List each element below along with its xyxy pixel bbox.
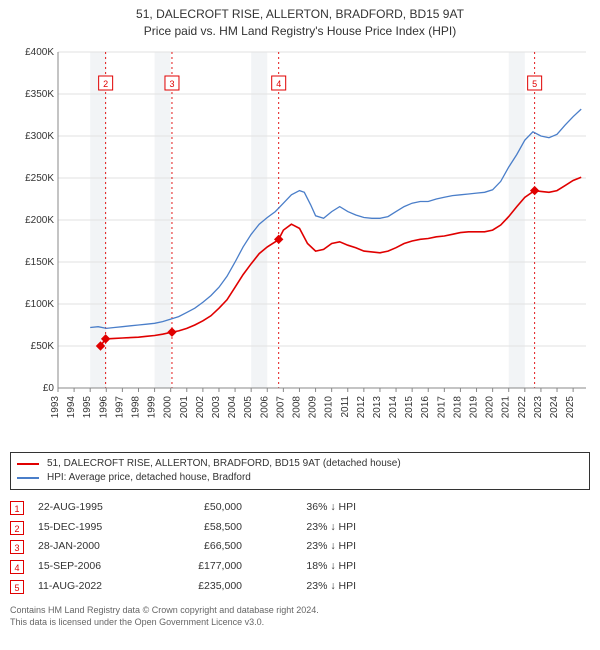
legend-label: 51, DALECROFT RISE, ALLERTON, BRADFORD, …	[47, 457, 401, 471]
y-tick-label: £100K	[25, 299, 54, 310]
y-tick-label: £0	[43, 383, 55, 394]
sale-date: 22-AUG-1995	[38, 498, 138, 518]
x-tick-label: 1999	[147, 395, 158, 418]
x-tick-label: 2019	[469, 395, 480, 418]
x-tick-label: 2008	[291, 395, 302, 418]
x-tick-label: 2015	[404, 395, 415, 418]
x-tick-label: 1998	[130, 395, 141, 418]
sale-price: £66,500	[152, 537, 242, 557]
legend-row: HPI: Average price, detached house, Brad…	[17, 471, 583, 485]
legend-swatch-icon	[17, 463, 39, 465]
sale-price: £177,000	[152, 557, 242, 577]
x-tick-label: 2002	[195, 395, 206, 418]
x-tick-label: 2023	[533, 395, 544, 418]
sale-row: 2 15-DEC-1995 £58,500 23% ↓ HPI	[10, 518, 590, 538]
legend-label: HPI: Average price, detached house, Brad…	[47, 471, 251, 485]
sale-row: 3 28-JAN-2000 £66,500 23% ↓ HPI	[10, 537, 590, 557]
sale-marker-number: 5	[532, 79, 537, 89]
footer-attribution: Contains HM Land Registry data © Crown c…	[10, 605, 590, 628]
sale-vs-hpi: 23% ↓ HPI	[256, 537, 356, 557]
sale-marker-number: 3	[169, 79, 174, 89]
y-tick-label: £50K	[31, 341, 55, 352]
sale-date: 15-SEP-2006	[38, 557, 138, 577]
sale-index-box: 3	[10, 540, 24, 554]
sale-row: 4 15-SEP-2006 £177,000 18% ↓ HPI	[10, 557, 590, 577]
y-tick-label: £400K	[25, 47, 54, 58]
sale-vs-hpi: 23% ↓ HPI	[256, 518, 356, 538]
x-tick-label: 2011	[340, 395, 351, 417]
x-tick-label: 2010	[324, 395, 335, 418]
x-tick-label: 2013	[372, 395, 383, 418]
sale-price: £58,500	[152, 518, 242, 538]
sale-price: £50,000	[152, 498, 242, 518]
legend-swatch-icon	[17, 477, 39, 479]
x-tick-label: 2014	[388, 395, 399, 418]
sale-price: £235,000	[152, 577, 242, 597]
x-tick-label: 2025	[565, 395, 576, 418]
sale-index-box: 4	[10, 560, 24, 574]
y-tick-label: £300K	[25, 131, 54, 142]
x-tick-label: 1995	[82, 395, 93, 418]
sale-date: 15-DEC-1995	[38, 518, 138, 538]
x-tick-label: 2020	[485, 395, 496, 418]
x-tick-label: 2007	[275, 395, 286, 418]
y-tick-label: £150K	[25, 257, 54, 268]
sale-marker-number: 2	[103, 79, 108, 89]
x-tick-label: 2003	[211, 395, 222, 418]
x-tick-label: 2004	[227, 395, 238, 418]
x-tick-label: 1993	[50, 395, 61, 418]
x-tick-label: 1997	[114, 395, 125, 418]
sale-date: 28-JAN-2000	[38, 537, 138, 557]
x-tick-label: 2012	[356, 395, 367, 418]
x-tick-label: 2021	[501, 395, 512, 418]
title-line-2: Price paid vs. HM Land Registry's House …	[0, 23, 600, 40]
x-tick-label: 2005	[243, 395, 254, 418]
y-tick-label: £200K	[25, 215, 54, 226]
x-tick-label: 2024	[549, 395, 560, 418]
x-tick-label: 2018	[452, 395, 463, 418]
x-tick-label: 2017	[436, 395, 447, 418]
x-tick-label: 2001	[179, 395, 190, 418]
sale-index-box: 1	[10, 501, 24, 515]
sale-index-box: 5	[10, 580, 24, 594]
y-tick-label: £350K	[25, 89, 54, 100]
sale-date: 11-AUG-2022	[38, 577, 138, 597]
legend-row: 51, DALECROFT RISE, ALLERTON, BRADFORD, …	[17, 457, 583, 471]
footer-line-2: This data is licensed under the Open Gov…	[10, 617, 590, 629]
x-tick-label: 2016	[420, 395, 431, 418]
line-chart-svg: £0 £50K £100K £150K £200K £250K £300K £350K £400…	[10, 46, 590, 446]
sale-marker-number: 4	[276, 79, 281, 89]
sale-row: 1 22-AUG-1995 £50,000 36% ↓ HPI	[10, 498, 590, 518]
sale-index-box: 2	[10, 521, 24, 535]
sales-table: 1 22-AUG-1995 £50,000 36% ↓ HPI 2 15-DEC-1995…	[10, 498, 590, 598]
legend: 51, DALECROFT RISE, ALLERTON, BRADFORD, …	[10, 452, 590, 490]
x-tick-label: 1994	[66, 395, 77, 418]
x-tick-label: 1996	[98, 395, 109, 418]
x-tick-label: 2022	[517, 395, 528, 418]
x-tick-label: 2009	[308, 395, 319, 418]
footer-line-1: Contains HM Land Registry data © Crown c…	[10, 605, 590, 617]
y-tick-label: £250K	[25, 173, 54, 184]
sale-row: 5 11-AUG-2022 £235,000 23% ↓ HPI	[10, 577, 590, 597]
x-tick-label: 2006	[259, 395, 270, 418]
sale-vs-hpi: 18% ↓ HPI	[256, 557, 356, 577]
chart-title-block: 51, DALECROFT RISE, ALLERTON, BRADFORD, …	[0, 0, 600, 42]
sale-vs-hpi: 23% ↓ HPI	[256, 577, 356, 597]
title-line-1: 51, DALECROFT RISE, ALLERTON, BRADFORD, …	[0, 6, 600, 23]
x-tick-label: 2000	[163, 395, 174, 418]
sale-vs-hpi: 36% ↓ HPI	[256, 498, 356, 518]
chart-area: £0 £50K £100K £150K £200K £250K £300K £350K £400…	[10, 46, 590, 446]
